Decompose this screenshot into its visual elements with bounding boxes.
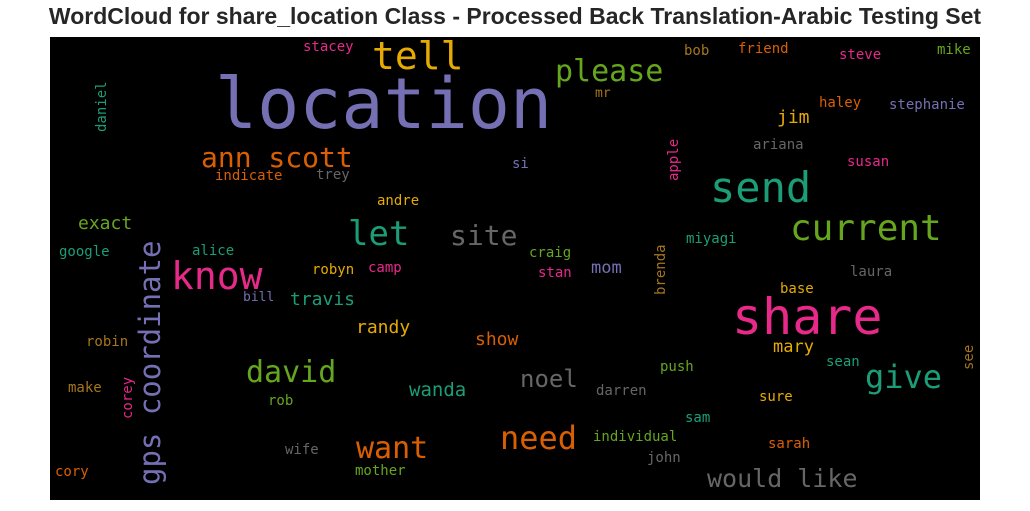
word-would-like: would like [707, 464, 858, 493]
word-give: give [865, 358, 943, 396]
word-wife: wife [285, 442, 319, 458]
word-sam: sam [685, 410, 711, 426]
word-randy: randy [356, 317, 411, 338]
word-stan: stan [538, 265, 572, 281]
word-andre: andre [377, 193, 420, 209]
word-robin: robin [86, 334, 129, 350]
word-stephanie: stephanie [889, 97, 965, 113]
word-sarah: sarah [768, 436, 811, 452]
word-trey: trey [316, 167, 350, 183]
word-wanda: wanda [409, 379, 467, 401]
word-mike: mike [937, 42, 971, 58]
word-push: push [660, 359, 694, 375]
word-cory: cory [55, 464, 89, 480]
word-mary: mary [773, 337, 814, 357]
word-google: google [59, 244, 110, 260]
word-location: location [215, 63, 553, 145]
word-sean: sean [826, 354, 860, 370]
word-gps-coordinate: gps coordinate [133, 240, 167, 485]
word-make: make [68, 380, 102, 396]
word-current: current [790, 208, 942, 249]
word-need: need [500, 419, 578, 457]
word-john: john [647, 450, 681, 466]
word-exact: exact [78, 213, 133, 234]
word-daniel: daniel [94, 81, 110, 132]
word-share: share [732, 288, 883, 346]
word-stacey: stacey [303, 39, 354, 55]
word-see: see [961, 344, 977, 370]
word-brenda: brenda [653, 244, 669, 295]
word-bill: bill [243, 290, 275, 305]
word-friend: friend [738, 41, 789, 57]
word-show: show [475, 329, 519, 350]
word-robyn: robyn [312, 262, 355, 278]
word-haley: haley [819, 95, 862, 111]
word-laura: laura [850, 264, 893, 280]
word-site: site [450, 219, 518, 252]
word-mr: mr [595, 86, 611, 101]
word-let: let [348, 214, 410, 254]
word-sure: sure [759, 389, 793, 405]
word-mom: mom [591, 258, 622, 278]
word-david: david [246, 355, 337, 390]
word-noel: noel [520, 365, 578, 393]
word-indicate: indicate [215, 168, 283, 184]
word-darren: darren [596, 383, 647, 399]
chart-title: WordCloud for share_location Class - Pro… [48, 3, 982, 29]
word-know: know [171, 254, 263, 298]
word-send: send [710, 163, 812, 212]
word-want: want [356, 431, 429, 466]
word-alice: alice [192, 243, 235, 259]
word-apple: apple [666, 138, 682, 181]
word-individual: individual [593, 429, 678, 445]
word-camp: camp [368, 260, 402, 276]
word-steve: steve [839, 47, 882, 63]
word-miyagi: miyagi [686, 231, 737, 247]
word-tell: tell [372, 37, 464, 78]
word-jim: jim [777, 107, 810, 128]
word-corey: corey [120, 376, 136, 419]
word-bob: bob [684, 43, 710, 59]
word-rob: rob [268, 393, 294, 409]
word-si: si [512, 156, 529, 172]
word-craig: craig [529, 245, 572, 261]
word-travis: travis [290, 289, 356, 310]
word-ann-scott: ann scott [201, 141, 353, 174]
wordcloud-canvas: location share send know tell current pl… [50, 37, 980, 500]
word-mother: mother [355, 463, 406, 479]
word-please: please [555, 54, 664, 89]
word-ariana: ariana [753, 137, 804, 153]
word-susan: susan [847, 154, 890, 170]
word-base: base [780, 281, 814, 297]
